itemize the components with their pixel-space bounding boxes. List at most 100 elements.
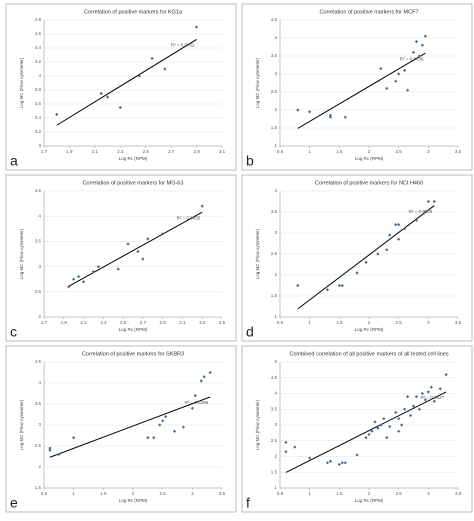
x-tick-label: 2 bbox=[132, 491, 135, 496]
y-tick-label: 3 bbox=[274, 422, 277, 427]
r-squared: R² = 0.8036 bbox=[400, 56, 424, 61]
panel: Combined correlation of all positive mar… bbox=[241, 345, 473, 513]
y-axis-label: Log MC (Flow cytometer) bbox=[255, 228, 260, 279]
y-tick-label: 3 bbox=[38, 143, 41, 148]
x-tick-label: 3 bbox=[191, 491, 194, 496]
x-tick-label: 2.5 bbox=[396, 491, 403, 496]
panel-border bbox=[241, 3, 473, 171]
x-tick-label: 0.5 bbox=[277, 149, 284, 154]
trendline bbox=[297, 205, 435, 310]
x-tick-label: 2.7 bbox=[140, 320, 147, 325]
x-axis-label: Log Rc (RPM) bbox=[355, 156, 384, 161]
y-tick-label: 4 bbox=[274, 391, 277, 396]
x-tick-label: 1.5 bbox=[336, 491, 343, 496]
point bbox=[385, 86, 389, 90]
point bbox=[414, 218, 419, 222]
x-tick-label: 2.3 bbox=[100, 320, 107, 325]
y-tick-label: 2.5 bbox=[271, 89, 278, 94]
x-tick-label: 1 bbox=[308, 149, 311, 154]
y-tick-label: 1 bbox=[274, 485, 277, 490]
point bbox=[296, 283, 300, 288]
y-tick-label: 3.6 bbox=[35, 101, 42, 106]
trendline bbox=[285, 391, 447, 473]
y-tick-label: 1.5 bbox=[271, 293, 278, 298]
point bbox=[116, 267, 120, 271]
point bbox=[397, 223, 401, 227]
y-tick-label: 4 bbox=[38, 73, 41, 78]
x-tick-label: 2.5 bbox=[396, 320, 403, 325]
chart-title: Correlation of positive markers for SKBR… bbox=[82, 351, 184, 357]
x-tick-label: 1.7 bbox=[41, 149, 48, 154]
y-tick-label: 3.2 bbox=[35, 129, 42, 134]
y-tick-label: 4.2 bbox=[35, 59, 42, 64]
r-squared: R² = 0.6927 bbox=[420, 395, 444, 400]
panel-letter: a bbox=[10, 153, 18, 169]
x-tick-label: 3.5 bbox=[455, 320, 462, 325]
point bbox=[417, 54, 422, 58]
point bbox=[411, 404, 416, 408]
panel-border bbox=[5, 3, 237, 171]
x-tick-label: 2.7 bbox=[168, 149, 175, 154]
y-tick-label: 4.4 bbox=[35, 45, 42, 50]
panel: Correlation of positive markers for NCI … bbox=[241, 174, 473, 342]
y-tick-label: 4 bbox=[38, 380, 41, 385]
point bbox=[55, 112, 59, 117]
point bbox=[432, 399, 436, 403]
panel-border bbox=[5, 174, 237, 342]
y-tick-label: 2.5 bbox=[35, 443, 42, 448]
point bbox=[388, 424, 392, 429]
y-tick-label: 4.5 bbox=[271, 375, 278, 380]
point bbox=[137, 74, 141, 78]
point bbox=[161, 232, 165, 236]
y-tick-label: 3.4 bbox=[35, 115, 42, 120]
panel-border bbox=[5, 345, 237, 513]
point bbox=[72, 277, 76, 281]
point bbox=[385, 248, 389, 252]
x-tick-label: 3 bbox=[427, 320, 430, 325]
point bbox=[146, 237, 150, 241]
point bbox=[403, 407, 407, 411]
point bbox=[379, 423, 383, 427]
y-axis-label: Log MC (Flow cytometer) bbox=[255, 57, 260, 108]
panel: Correlation of positive markers for SKBR… bbox=[5, 345, 237, 513]
x-tick-label: 0.5 bbox=[277, 320, 284, 325]
chart-title: Correlation of positive markers for MG-6… bbox=[83, 180, 184, 186]
x-tick-label: 3 bbox=[427, 491, 430, 496]
point bbox=[105, 95, 110, 99]
point bbox=[376, 252, 380, 256]
trendline bbox=[49, 396, 211, 458]
x-tick-label: 3.3 bbox=[199, 320, 206, 325]
x-tick-label: 1 bbox=[308, 491, 311, 496]
y-axis-label: Log MC (Flow cytometer) bbox=[19, 228, 24, 279]
point bbox=[81, 280, 86, 284]
y-tick-label: 2.5 bbox=[35, 289, 42, 294]
point bbox=[150, 56, 154, 61]
panel-letter: b bbox=[246, 153, 254, 169]
point bbox=[388, 233, 392, 237]
trendline bbox=[68, 211, 203, 287]
x-tick-label: 3.1 bbox=[219, 149, 226, 154]
point bbox=[394, 223, 398, 227]
point bbox=[99, 91, 103, 96]
x-tick-label: 3.5 bbox=[455, 149, 462, 154]
point bbox=[414, 40, 419, 44]
point bbox=[172, 429, 177, 433]
y-tick-label: 3.5 bbox=[35, 401, 42, 406]
point bbox=[337, 283, 341, 288]
x-tick-label: 3 bbox=[427, 149, 430, 154]
x-tick-label: 3.5 bbox=[219, 491, 226, 496]
y-tick-label: 3.5 bbox=[271, 53, 278, 58]
x-tick-label: 1.9 bbox=[61, 320, 68, 325]
point bbox=[67, 285, 71, 289]
panel: Correlation of positive markers for MCF7… bbox=[241, 3, 473, 171]
r-squared: R² = 0.9039 bbox=[409, 209, 433, 214]
x-tick-label: 2.5 bbox=[160, 491, 167, 496]
y-tick-label: 4 bbox=[274, 35, 277, 40]
point bbox=[163, 67, 167, 71]
y-tick-label: 4.6 bbox=[35, 31, 42, 36]
x-tick-label: 0.5 bbox=[41, 491, 48, 496]
y-tick-label: 4.5 bbox=[35, 188, 42, 193]
panel-border bbox=[241, 345, 473, 513]
x-tick-label: 0.5 bbox=[277, 491, 284, 496]
